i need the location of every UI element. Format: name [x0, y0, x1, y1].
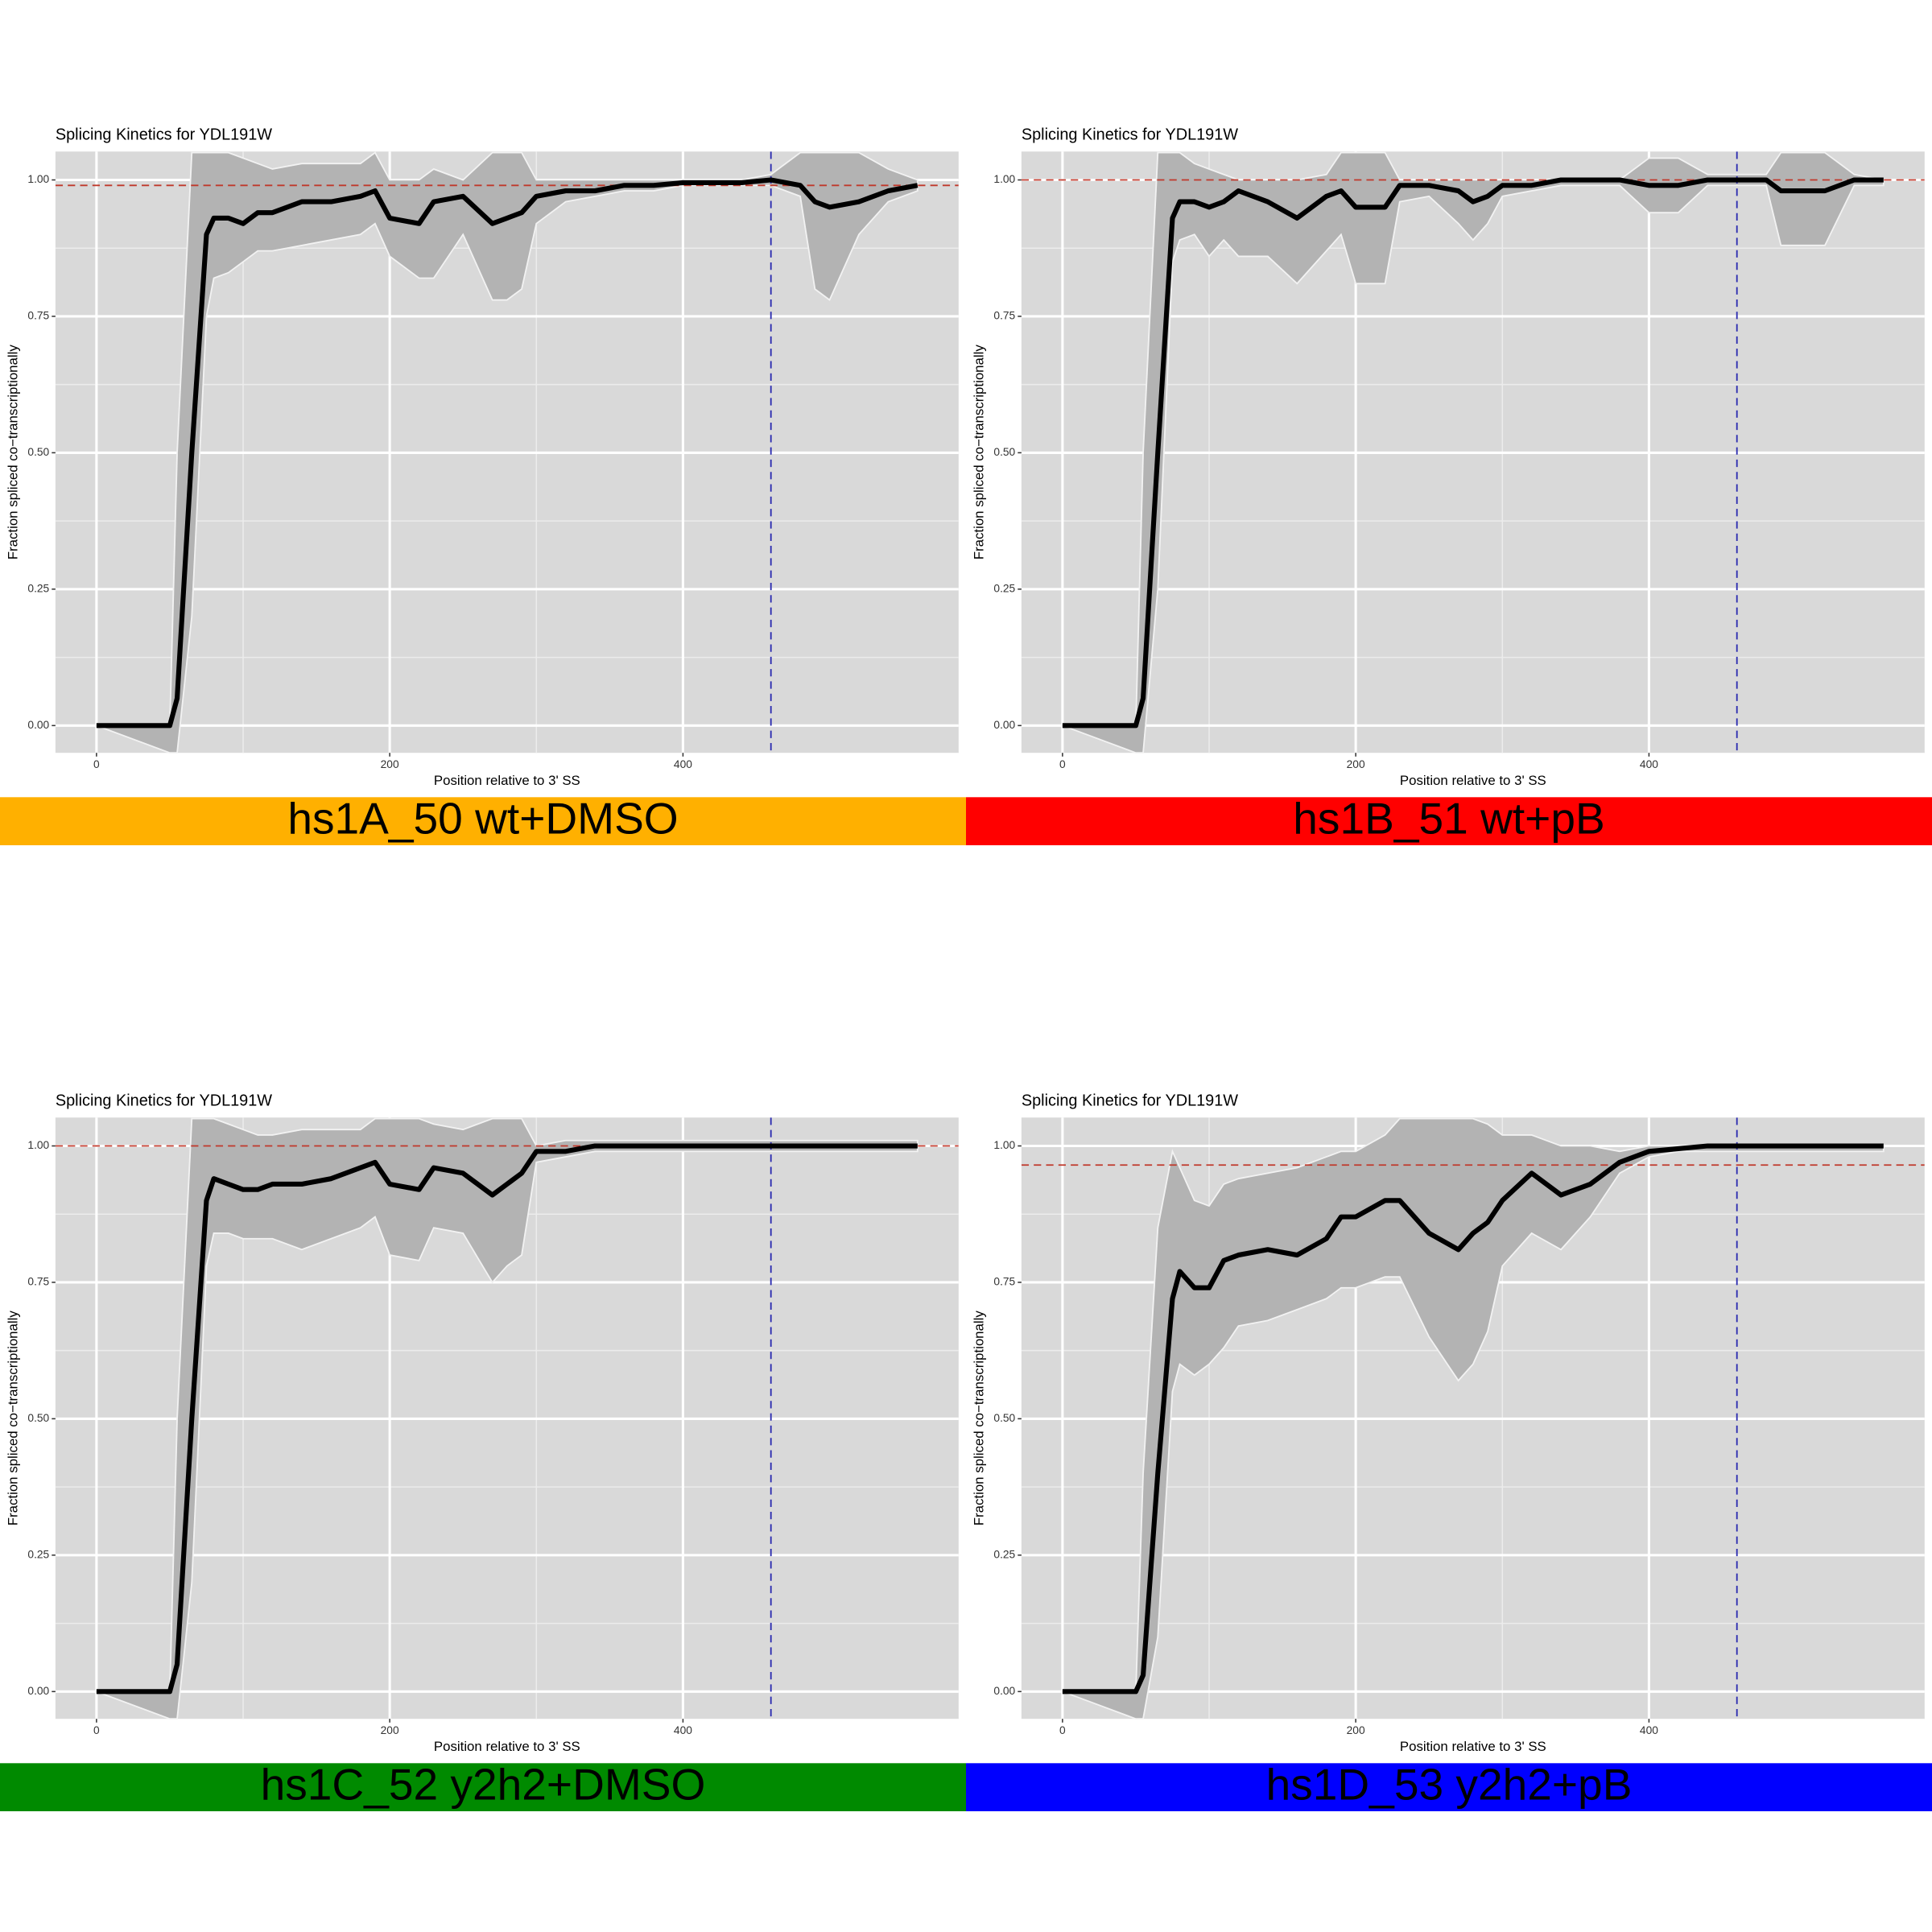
y-tick-label: 0.50 — [993, 446, 1015, 458]
x-axis-label: Position relative to 3' SS — [434, 773, 580, 788]
sample-label: hs1C_52 y2h2+DMSO — [261, 1759, 706, 1809]
x-tick-label: 400 — [674, 1724, 692, 1736]
chart-title: Splicing Kinetics for YDL191W — [1022, 126, 1238, 144]
x-axis-label: Position relative to 3' SS — [1400, 773, 1546, 788]
y-tick-label: 0.00 — [993, 719, 1015, 731]
data-line — [1062, 1143, 1884, 1695]
x-tick-label: 0 — [1059, 1724, 1066, 1736]
y-tick-label: 0.25 — [993, 1549, 1015, 1561]
y-tick-label: 1.00 — [993, 1139, 1015, 1151]
data-line — [96, 1143, 918, 1695]
sample-label-bar — [0, 1763, 966, 1811]
confidence-band — [1062, 1117, 1885, 1719]
x-tick-label: 0 — [93, 758, 100, 770]
plot-area — [55, 1117, 959, 1719]
chart-panel: Splicing Kinetics for YDL191W 0.00 0.25 0.5… — [0, 126, 966, 845]
sample-label: hs1D_53 y2h2+pB — [1266, 1759, 1633, 1809]
plot-area — [1021, 151, 1925, 753]
y-tick-label: 1.00 — [27, 1139, 49, 1151]
sample-label-bar — [0, 797, 966, 845]
y-tick-label: 0.00 — [993, 1685, 1015, 1697]
y-axis-label: Fraction spliced co−transcriptionally — [5, 345, 20, 560]
y-tick-label: 0.25 — [27, 583, 49, 595]
y-tick-label: 0.75 — [27, 1276, 49, 1288]
y-tick-label: 0.00 — [27, 1685, 49, 1697]
x-tick-label: 200 — [1347, 1724, 1365, 1736]
x-tick-label: 400 — [674, 758, 692, 770]
sample-label-bar — [966, 797, 1932, 845]
y-tick-label: 0.25 — [993, 583, 1015, 595]
x-tick-label: 200 — [1347, 758, 1365, 770]
y-tick-label: 0.75 — [993, 310, 1015, 322]
plot-area — [1021, 1117, 1925, 1719]
chart-title: Splicing Kinetics for YDL191W — [56, 126, 272, 144]
y-axis-label: Fraction spliced co−transcriptionally — [971, 1311, 986, 1526]
x-tick-label: 0 — [93, 1724, 100, 1736]
x-tick-label: 200 — [381, 1724, 399, 1736]
chart-panel: Splicing Kinetics for YDL191W 0.00 0.25 0.5… — [966, 126, 1932, 845]
x-tick-label: 200 — [381, 758, 399, 770]
x-tick-label: 400 — [1640, 1724, 1658, 1736]
sample-label: hs1A_50 wt+DMSO — [287, 793, 678, 843]
x-tick-label: 400 — [1640, 758, 1658, 770]
y-tick-label: 1.00 — [993, 173, 1015, 185]
chart-title: Splicing Kinetics for YDL191W — [1022, 1092, 1238, 1110]
x-tick-label: 0 — [1059, 758, 1066, 770]
chart-title: Splicing Kinetics for YDL191W — [56, 1092, 272, 1110]
chart-panel: Splicing Kinetics for YDL191W 0.00 0.25 0.5… — [0, 1092, 966, 1811]
y-tick-label: 0.25 — [27, 1549, 49, 1561]
data-line — [1062, 177, 1884, 729]
y-axis-label: Fraction spliced co−transcriptionally — [5, 1311, 20, 1526]
y-tick-label: 0.75 — [27, 310, 49, 322]
x-axis-label: Position relative to 3' SS — [434, 1739, 580, 1754]
sample-label-bar — [966, 1763, 1932, 1811]
y-axis-label: Fraction spliced co−transcriptionally — [971, 345, 986, 560]
y-tick-label: 0.50 — [27, 446, 49, 458]
sample-label: hs1B_51 wt+pB — [1293, 793, 1604, 843]
y-tick-label: 0.50 — [27, 1412, 49, 1424]
data-line — [96, 177, 919, 729]
plot-area — [55, 151, 959, 753]
x-axis-label: Position relative to 3' SS — [1400, 1739, 1546, 1754]
y-tick-label: 0.50 — [993, 1412, 1015, 1424]
chart-panel: Splicing Kinetics for YDL191W 0.00 0.25 0.5… — [966, 1092, 1932, 1811]
y-tick-label: 0.00 — [27, 719, 49, 731]
y-tick-label: 1.00 — [27, 173, 49, 185]
y-tick-label: 0.75 — [993, 1276, 1015, 1288]
